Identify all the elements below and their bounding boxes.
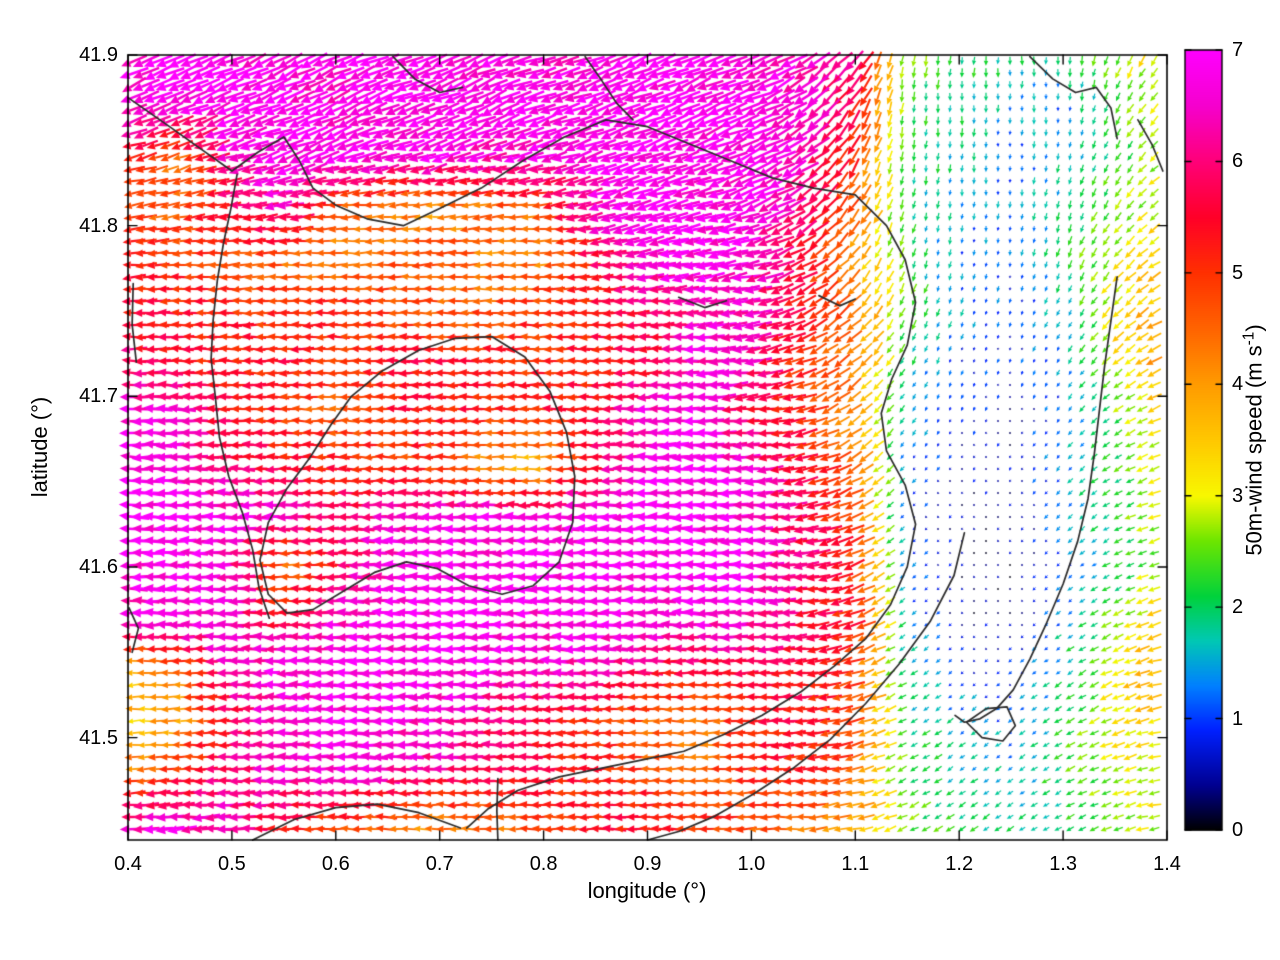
y-tick-label: 41.8 bbox=[79, 214, 118, 237]
colorbar-tick-label: 5 bbox=[1232, 261, 1244, 284]
x-tick-label: 0.8 bbox=[529, 853, 558, 875]
colorbar-tick-label: 2 bbox=[1232, 596, 1244, 619]
colorbar-tick-label: 0 bbox=[1232, 819, 1244, 841]
colorbar-tick-label: 6 bbox=[1232, 150, 1244, 173]
y-tick-label: 41.9 bbox=[79, 44, 118, 66]
y-tick-label: 41.7 bbox=[79, 385, 118, 408]
y-axis-title: latitude (°) bbox=[27, 396, 52, 498]
colorbar-title-main: 50m-wind speed (m s bbox=[1241, 345, 1267, 556]
x-tick-label: 0.9 bbox=[633, 853, 662, 875]
x-tick-label: 0.6 bbox=[321, 853, 350, 875]
x-tick-label: 0.7 bbox=[425, 853, 454, 875]
colorbar-tick-label: 4 bbox=[1232, 373, 1244, 396]
colorbar-title-close: ) bbox=[1241, 324, 1267, 332]
colorbar-title: 50m-wind speed (m s-1) bbox=[1240, 324, 1267, 555]
x-tick-label: 1.3 bbox=[1049, 853, 1077, 875]
y-tick-label: 41.6 bbox=[79, 555, 118, 578]
x-tick-label: 1.2 bbox=[945, 853, 974, 875]
x-tick-label: 0.5 bbox=[217, 853, 246, 875]
colorbar-tick-label: 7 bbox=[1232, 39, 1244, 61]
y-tick-label: 41.5 bbox=[79, 726, 118, 749]
x-tick-label: 1.1 bbox=[841, 853, 870, 875]
colorbar-tick-label: 1 bbox=[1232, 707, 1244, 730]
x-axis-title: longitude (°) bbox=[587, 878, 707, 903]
x-tick-label: 0.4 bbox=[114, 853, 142, 875]
x-tick-label: 1.0 bbox=[737, 853, 766, 875]
x-tick-label: 1.4 bbox=[1153, 853, 1181, 875]
colorbar-title-superscript: -1 bbox=[1240, 331, 1258, 346]
colorbar-tick-label: 3 bbox=[1232, 484, 1244, 507]
